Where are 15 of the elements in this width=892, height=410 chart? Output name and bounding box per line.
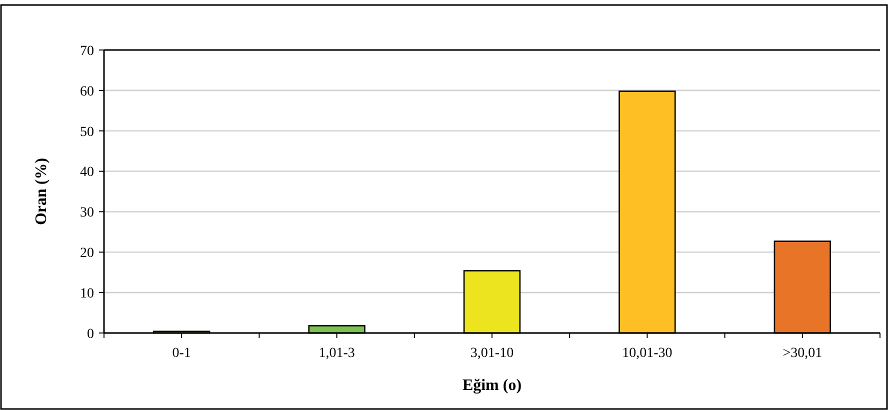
y-tick-label: 40 xyxy=(80,165,94,180)
x-tick-label: 0-1 xyxy=(172,346,191,361)
y-tick-label: 10 xyxy=(80,286,94,302)
x-tick-label: >30,01 xyxy=(782,346,822,361)
x-tick-label: 1,01-3 xyxy=(318,346,355,361)
y-tick-label: 0 xyxy=(87,326,94,342)
y-axis-title: Oran (%) xyxy=(33,158,50,226)
x-tick-label: 3,01-10 xyxy=(470,346,514,361)
y-tick-label: 20 xyxy=(80,246,94,262)
y-tick-label: 50 xyxy=(80,124,94,140)
y-tick-label: 70 xyxy=(80,44,94,59)
y-tick-label: 30 xyxy=(80,206,94,221)
y-tick-label: 60 xyxy=(80,84,94,100)
x-axis-title: Eğim (o) xyxy=(462,377,522,394)
x-tick-label: 10,01-30 xyxy=(622,346,672,361)
